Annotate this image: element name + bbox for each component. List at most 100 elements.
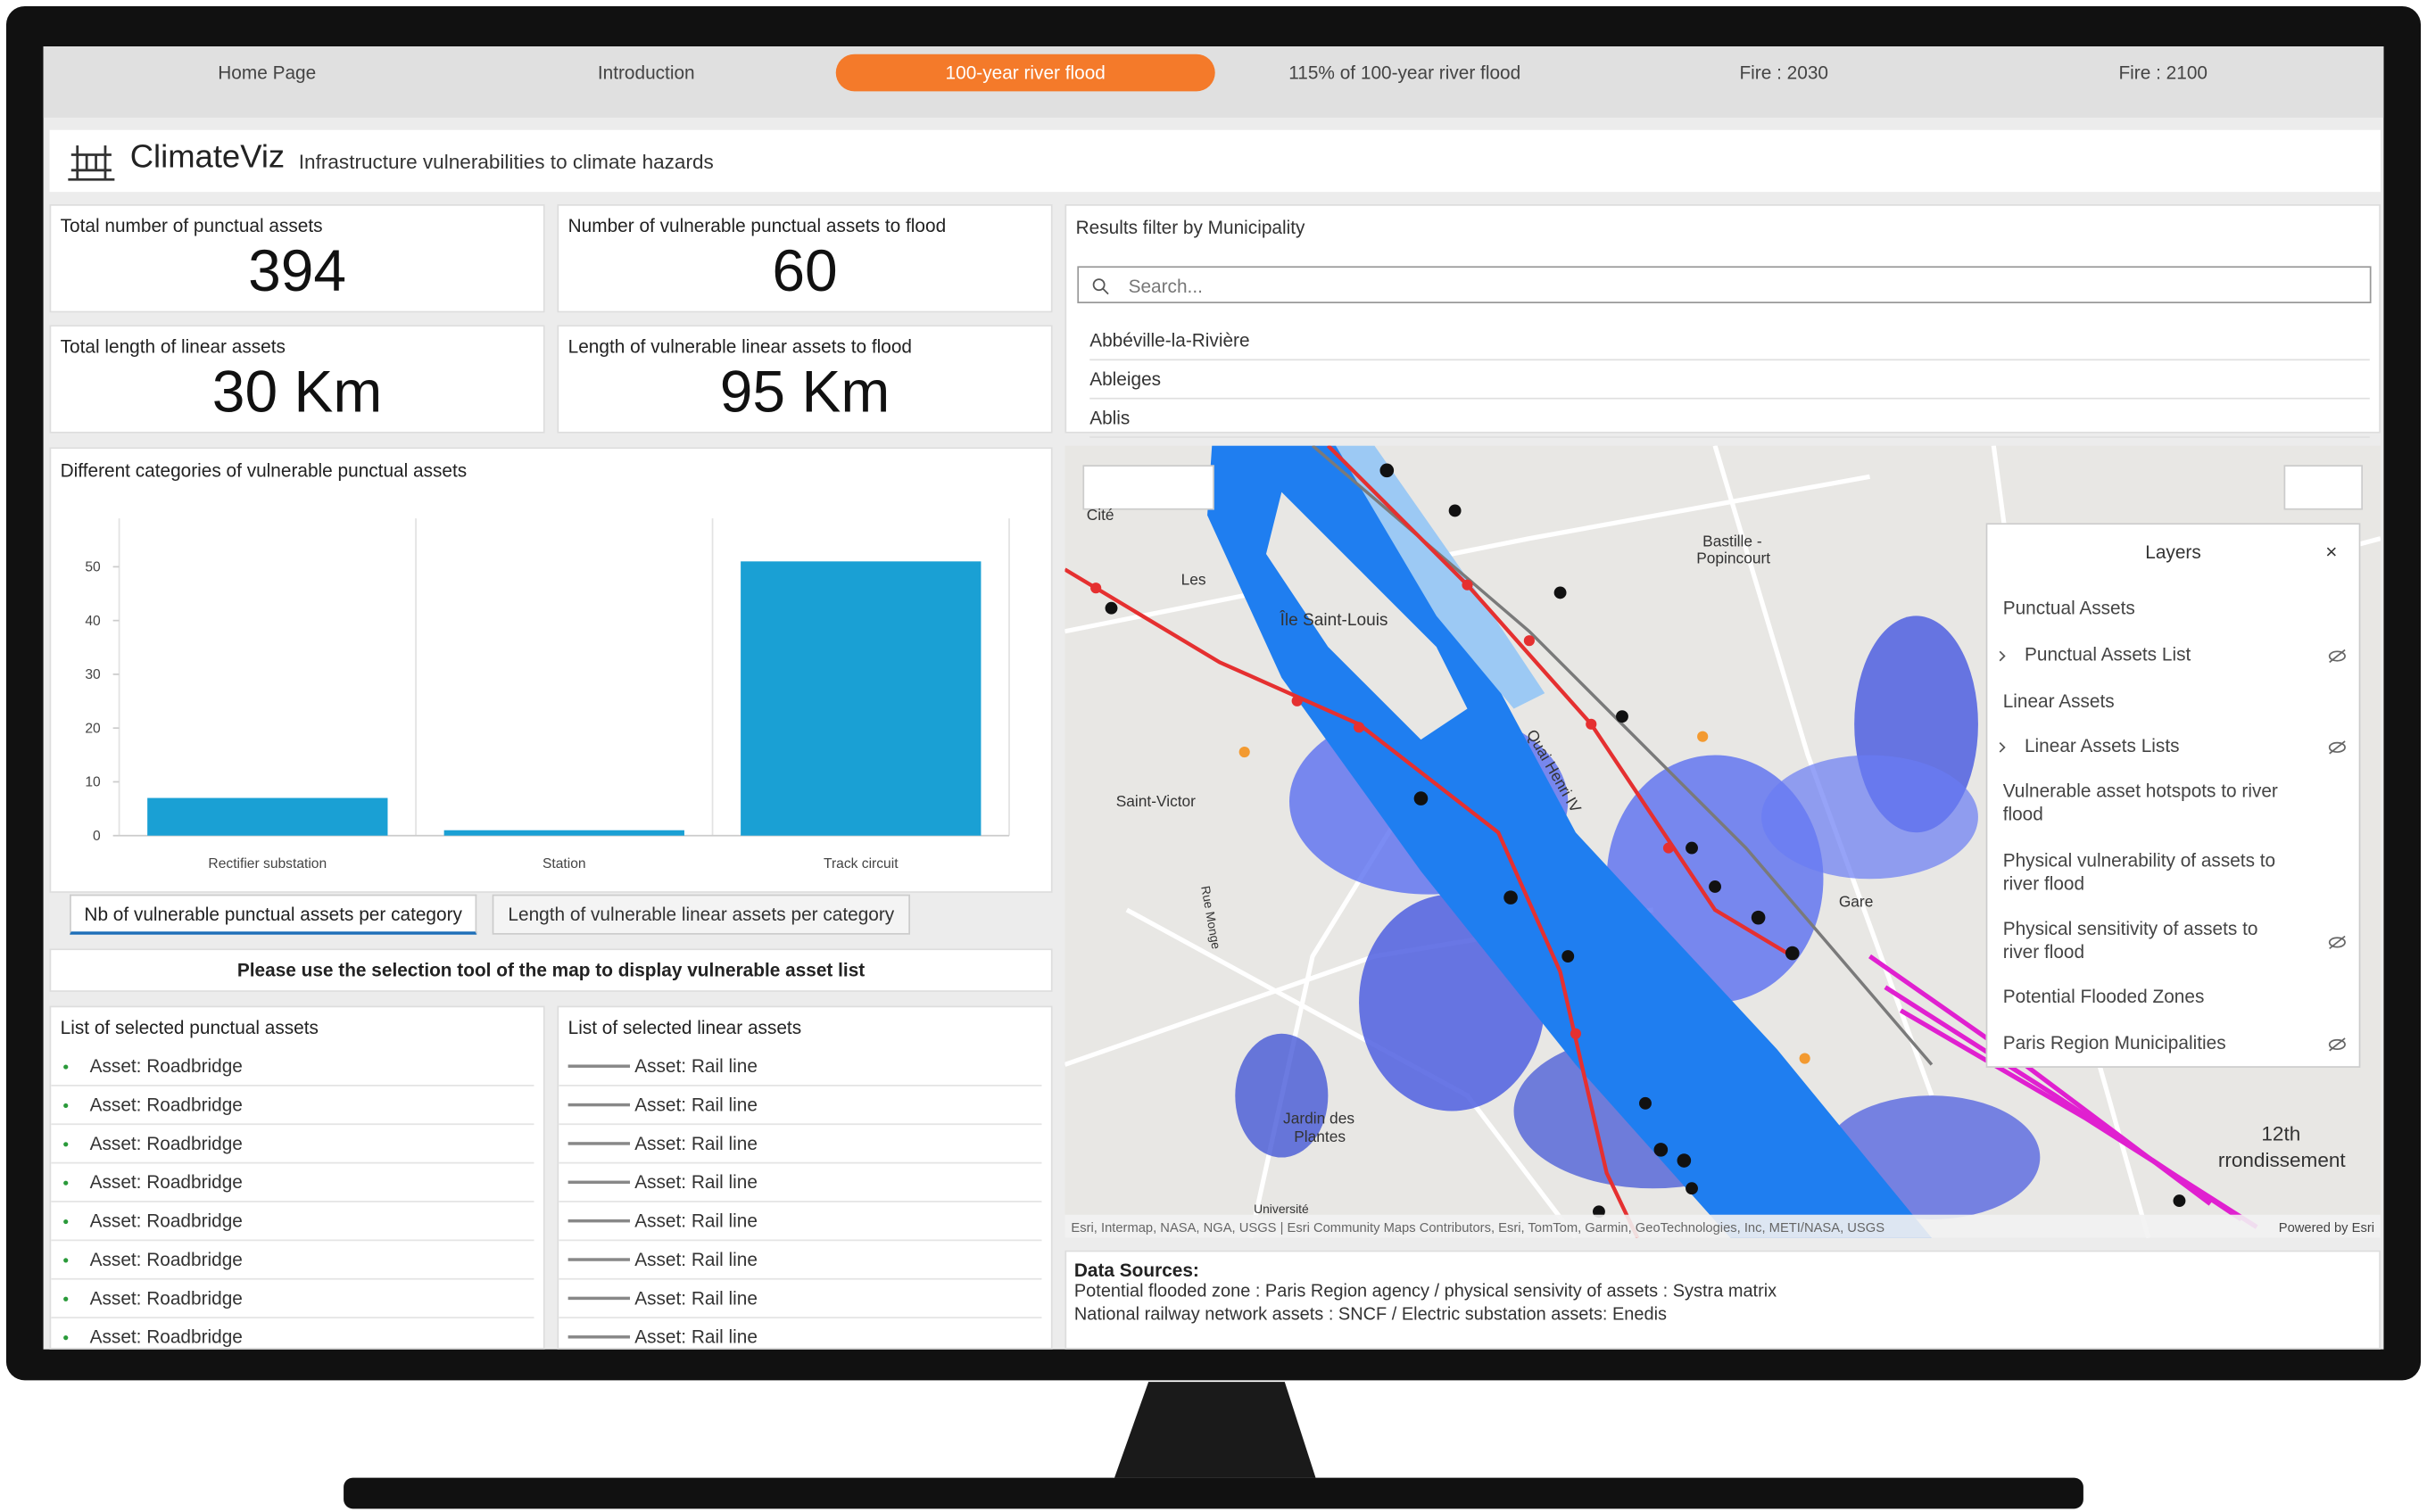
list-marker [63, 1296, 69, 1301]
map-label: Île Saint-Louis [1280, 610, 1388, 630]
list-item[interactable]: Asset: Rail line [559, 1163, 1042, 1202]
search-box[interactable]: Search... [1077, 266, 2372, 304]
list-item[interactable]: Asset: Roadbridge [51, 1086, 534, 1126]
list-text: Asset: Roadbridge [89, 1171, 243, 1194]
list-item[interactable]: Asset: Rail line [559, 1280, 1042, 1318]
close-button[interactable]: × [2325, 540, 2338, 564]
list-text: Asset: Rail line [634, 1171, 758, 1194]
list-text: Asset: Roadbridge [89, 1132, 243, 1155]
layer-item[interactable]: Punctual Assets [2002, 597, 2135, 619]
hidden-icon[interactable] [2328, 739, 2347, 755]
y-tick-label: 20 [85, 721, 101, 736]
list-marker [63, 1335, 69, 1341]
list-marker [567, 1296, 631, 1301]
kpi-value: 394 [248, 239, 347, 305]
nav-tab[interactable]: Introduction [597, 62, 695, 84]
layer-item[interactable]: Paris Region Municipalities [2002, 1032, 2226, 1054]
list-item[interactable]: Asset: Roadbridge [51, 1318, 534, 1348]
list-item[interactable]: Asset: Rail line [559, 1202, 1042, 1242]
list-item[interactable]: Asset: Rail line [559, 1125, 1042, 1164]
list-item[interactable]: Asset: Roadbridge [51, 1163, 534, 1202]
list-text: Asset: Rail line [634, 1055, 758, 1078]
island [1265, 492, 1468, 740]
map-label: Université [1254, 1202, 1309, 1216]
map-toolbar[interactable] [1082, 465, 1214, 510]
municipality-item[interactable]: Abbéville-la-Rivière [1089, 322, 2370, 361]
list-item[interactable]: Asset: Roadbridge [51, 1280, 534, 1318]
layer-item[interactable]: Linear Assets [2002, 690, 2115, 712]
search-icon [1092, 278, 1109, 295]
nav-tab[interactable]: Fire : 2100 [2118, 62, 2207, 84]
monitor-neck [1114, 1382, 1316, 1478]
list-item[interactable]: Asset: Roadbridge [51, 1241, 534, 1280]
hidden-icon[interactable] [2328, 1037, 2347, 1052]
map-label: Gare [1839, 893, 1874, 911]
municipality-item[interactable]: Ableiges [1089, 360, 2370, 400]
list-text: Asset: Roadbridge [89, 1055, 243, 1078]
kpi-value: 30 Km [211, 360, 383, 426]
kpi-label: Total number of punctual assets [60, 215, 323, 237]
flood-zones [1235, 616, 2041, 1219]
y-tick-label: 50 [85, 560, 101, 575]
list-item[interactable]: Asset: Rail line [559, 1241, 1042, 1280]
linear-list-panel: List of selected linear assets Asset: Ra… [557, 1005, 1053, 1350]
layers-panel: Layers × Punctual Assets Punctual Assets… [1985, 523, 2361, 1068]
list-marker [567, 1103, 631, 1107]
attribution: Esri, Intermap, NASA, NGA, USGS | Esri C… [1071, 1221, 1884, 1235]
layer-item[interactable]: Linear Assets Lists [2024, 734, 2180, 757]
list-title: List of selected punctual assets [60, 1016, 319, 1038]
list-text: Asset: Rail line [634, 1210, 758, 1232]
list-item[interactable]: Asset: Rail line [559, 1086, 1042, 1126]
list-item[interactable]: Asset: Roadbridge [51, 1202, 534, 1242]
kpi-label: Total length of linear assets [60, 335, 286, 358]
layer-item[interactable]: Potential Flooded Zones [2002, 986, 2205, 1008]
bar [147, 797, 388, 836]
chart-tab-active[interactable]: Nb of vulnerable punctual assets per cat… [70, 894, 477, 935]
notice: Please use the selection tool of the map… [49, 948, 1053, 992]
list-text: Asset: Roadbridge [89, 1094, 243, 1116]
layer-item[interactable]: Physical vulnerability of assets to rive… [2002, 849, 2276, 895]
map-label: Bastille - [1702, 532, 1761, 549]
kpi-card: Length of vulnerable linear assets to fl… [557, 325, 1053, 434]
layer-item[interactable]: Punctual Assets List [2024, 643, 2191, 665]
nav-tab-active[interactable]: 100-year river flood [835, 54, 1215, 92]
x-tick-label: Track circuit [824, 856, 899, 872]
list-text: Asset: Rail line [634, 1132, 758, 1155]
sources-line: Potential flooded zone : Paris Region ag… [1073, 1283, 1777, 1301]
chevrons [1999, 650, 2006, 753]
kpi-value: 60 [772, 239, 838, 305]
sources-title: Data Sources: [1073, 1260, 1199, 1282]
list-item[interactable]: Asset: Rail line [559, 1318, 1041, 1348]
list-text: Asset: Roadbridge [89, 1248, 243, 1271]
layer-item[interactable]: Vulnerable asset hotspots to river flood [2002, 780, 2278, 825]
kpi-label: Number of vulnerable punctual assets to … [567, 215, 947, 237]
list-item[interactable]: Asset: Roadbridge [51, 1047, 534, 1086]
punctual-assets [1105, 463, 2186, 1219]
list-text: Asset: Rail line [634, 1094, 758, 1116]
kpi-card: Total length of linear assets 30 Km [49, 325, 545, 434]
nav-tab[interactable]: 115% of 100-year river flood [1288, 62, 1521, 84]
logo-icon [68, 145, 115, 181]
search-placeholder: Search... [1128, 275, 1203, 298]
hidden-icon[interactable] [2328, 935, 2347, 950]
nav-tab[interactable]: Home Page [218, 62, 317, 84]
list-item[interactable]: Asset: Roadbridge [51, 1125, 534, 1164]
list-marker [63, 1103, 69, 1109]
map-label: Saint-Victor [1116, 792, 1196, 810]
list-text: Asset: Roadbridge [89, 1326, 243, 1348]
municipality-item[interactable]: Ablis [1089, 400, 2370, 438]
chart-tab[interactable]: Length of vulnerable linear assets per c… [492, 894, 911, 935]
app-title: ClimateViz [129, 139, 286, 176]
layer-item[interactable]: Physical sensitivity of assets to river … [2002, 917, 2258, 963]
hidden-icon[interactable] [2328, 649, 2347, 664]
bar [443, 830, 684, 836]
list-item[interactable]: Asset: Rail line [559, 1047, 1042, 1086]
list-marker [63, 1064, 69, 1070]
list-marker [567, 1258, 631, 1261]
nav-tab[interactable]: Fire : 2030 [1739, 62, 1828, 84]
map-widgets[interactable] [2283, 465, 2364, 510]
monitor-base [344, 1477, 2083, 1509]
map-label: Jardin des [1283, 1109, 1354, 1127]
